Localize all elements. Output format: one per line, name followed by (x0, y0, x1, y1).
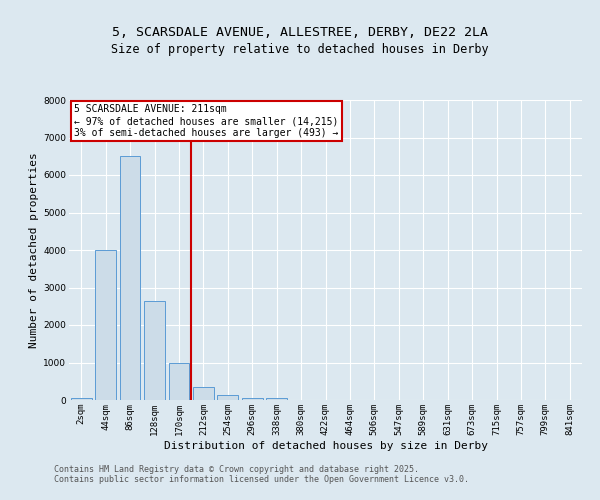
Bar (217, 395, 238, 400)
Bar (71, 398, 92, 400)
X-axis label: Distribution of detached houses by size in Derby: Distribution of detached houses by size … (163, 440, 487, 450)
Y-axis label: Number of detached properties: Number of detached properties (29, 152, 39, 348)
Text: Size of property relative to detached houses in Derby: Size of property relative to detached ho… (111, 44, 489, 57)
Bar (144, 300, 165, 400)
Text: 5 SCARSDALE AVENUE: 211sqm
← 97% of detached houses are smaller (14,215)
3% of s: 5 SCARSDALE AVENUE: 211sqm ← 97% of deta… (74, 104, 338, 138)
Text: Contains HM Land Registry data © Crown copyright and database right 2025.: Contains HM Land Registry data © Crown c… (54, 466, 419, 474)
Text: 5, SCARSDALE AVENUE, ALLESTREE, DERBY, DE22 2LA: 5, SCARSDALE AVENUE, ALLESTREE, DERBY, D… (112, 26, 488, 39)
Text: Contains public sector information licensed under the Open Government Licence v3: Contains public sector information licen… (54, 476, 469, 484)
Bar (193, 387, 214, 400)
Bar (95, 250, 116, 400)
Bar (266, 398, 287, 400)
Bar (242, 398, 263, 400)
Bar (119, 156, 140, 400)
Bar (169, 362, 190, 400)
